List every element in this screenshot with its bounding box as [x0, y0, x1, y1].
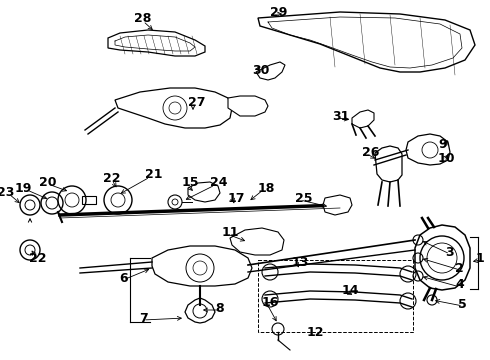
Polygon shape: [352, 110, 374, 128]
Text: 2: 2: [455, 261, 464, 274]
Text: 23: 23: [0, 185, 14, 198]
Polygon shape: [258, 12, 475, 72]
Text: 12: 12: [306, 325, 324, 338]
Text: 19: 19: [15, 181, 32, 194]
Text: 30: 30: [252, 63, 270, 77]
Text: 25: 25: [295, 192, 313, 204]
Polygon shape: [152, 246, 252, 286]
Text: 16: 16: [262, 296, 279, 309]
Text: 29: 29: [270, 5, 287, 18]
Text: 21: 21: [145, 168, 163, 181]
Bar: [82, 196, 96, 204]
Text: 27: 27: [188, 95, 205, 108]
Text: 6: 6: [120, 271, 128, 284]
Text: 22: 22: [29, 252, 47, 265]
Text: 9: 9: [438, 139, 446, 152]
Polygon shape: [115, 88, 232, 128]
Polygon shape: [375, 146, 402, 182]
Bar: [258, 260, 413, 332]
Text: 20: 20: [39, 175, 57, 189]
Text: 17: 17: [228, 192, 245, 204]
Polygon shape: [228, 96, 268, 116]
Text: 10: 10: [438, 152, 456, 165]
Text: 18: 18: [258, 181, 275, 194]
Text: 31: 31: [332, 109, 349, 122]
Text: 7: 7: [139, 311, 148, 324]
Polygon shape: [185, 298, 215, 323]
Text: 13: 13: [292, 256, 309, 269]
Text: 24: 24: [210, 176, 227, 189]
Polygon shape: [256, 62, 285, 80]
Polygon shape: [323, 195, 352, 215]
Polygon shape: [188, 182, 220, 202]
Text: 15: 15: [182, 176, 199, 189]
Text: 28: 28: [134, 13, 152, 26]
Text: 4: 4: [455, 279, 464, 292]
Text: 14: 14: [342, 284, 360, 297]
Text: 8: 8: [215, 302, 223, 315]
Text: 26: 26: [362, 145, 379, 158]
Polygon shape: [108, 30, 205, 56]
Text: 5: 5: [458, 297, 467, 310]
Text: 11: 11: [222, 225, 240, 238]
Polygon shape: [415, 225, 470, 290]
Polygon shape: [230, 228, 284, 255]
Text: 22: 22: [103, 171, 121, 184]
Polygon shape: [406, 134, 450, 165]
Text: 1: 1: [476, 252, 485, 265]
Text: 3: 3: [445, 246, 454, 258]
